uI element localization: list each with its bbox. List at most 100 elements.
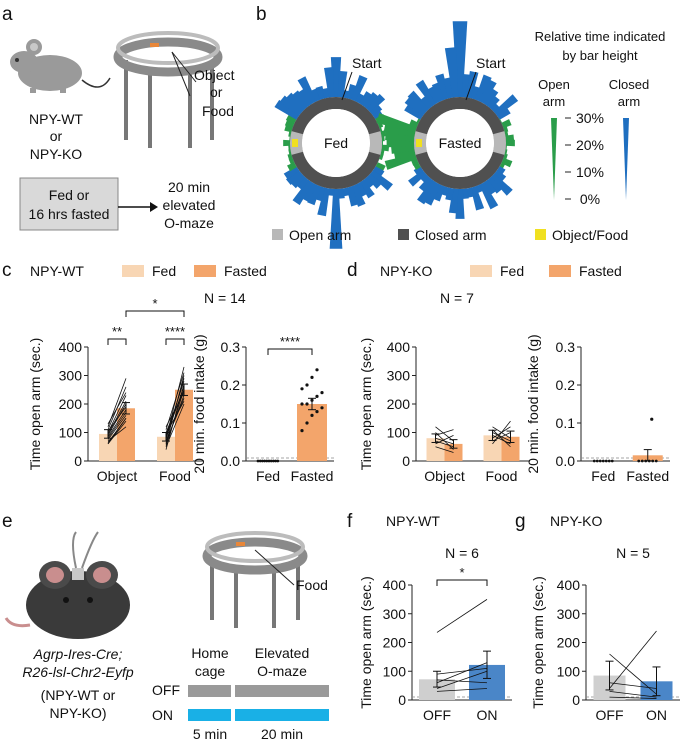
subject-line — [165, 389, 185, 446]
data-point — [265, 459, 269, 463]
on-bar-home-cage — [188, 709, 231, 721]
y-axis-label: Time open arm (sec.) — [358, 338, 374, 471]
significance-label: ** — [112, 324, 122, 339]
subject-line — [435, 426, 454, 442]
polar-bar — [297, 88, 313, 107]
data-point — [305, 383, 309, 387]
y-tick-label: 400 — [59, 339, 83, 355]
arrow-icon — [118, 202, 158, 212]
polar-bar — [479, 79, 497, 104]
polar-bar — [417, 179, 437, 205]
polar-bar — [505, 144, 507, 151]
subject-line — [436, 688, 488, 692]
subject-line — [609, 696, 657, 699]
polar-bar — [307, 184, 321, 206]
y-tick-label: 100 — [387, 425, 411, 441]
polar-bar — [366, 173, 382, 189]
polar-bar — [423, 182, 441, 206]
bar — [483, 435, 502, 461]
data-point — [320, 406, 324, 410]
subject-line — [436, 599, 488, 633]
food-label: Food — [202, 103, 234, 119]
x-tick-label: Fed — [591, 468, 615, 484]
panel-label-f: f — [347, 511, 353, 532]
chart-d-food-intake: 0.0 0.1 0.2 0.3 20 min. food intake (g) Fed Fa… — [525, 334, 670, 484]
polar-bar — [291, 90, 310, 110]
scale-title-line1: Relative time indicated — [535, 29, 666, 44]
polar-bar — [384, 153, 417, 170]
data-point — [320, 391, 324, 395]
c-legend-swatch-fasted — [194, 265, 216, 277]
polar-bar — [483, 179, 497, 195]
polar-bar — [346, 186, 359, 207]
scale-tick-label: 30% — [576, 110, 604, 126]
legend-swatch-closed — [398, 229, 409, 240]
polar-bar — [496, 107, 511, 120]
g-group-title: NPY-KO — [550, 513, 603, 529]
subject-line — [107, 400, 127, 435]
data-point — [607, 459, 611, 463]
n-label: N = 6 — [445, 545, 479, 561]
strain-line1: Agrp-Ires-Cre; — [33, 646, 123, 662]
y-tick-label: 300 — [387, 368, 411, 384]
bar — [99, 433, 117, 461]
scale-ticks: 30% 20% 10% 0% — [565, 110, 604, 207]
y-axis-label: 20 min. food intake (g) — [191, 334, 207, 473]
data-point — [305, 402, 309, 406]
object-marker — [292, 139, 298, 147]
phase2-duration: 20 min — [261, 726, 303, 742]
legend-object-food: Object/Food — [552, 227, 628, 243]
subject-line — [436, 662, 488, 684]
d-legend-fed: Fed — [500, 263, 524, 279]
polar-bar — [461, 73, 471, 98]
polar-bar — [381, 135, 385, 142]
subject-line — [609, 682, 657, 689]
y-tick-label: 0.1 — [556, 415, 576, 431]
subject-line — [165, 403, 185, 447]
polar-bar — [427, 86, 441, 104]
data-point — [604, 459, 608, 463]
legend-closed-arm: Closed arm — [415, 227, 487, 243]
chart-c-open-arm: 0 100 200 300 400 Time open arm (sec.) Object F… — [27, 290, 246, 484]
scale-closed-arm-line2: arm — [618, 94, 640, 109]
subject-line — [435, 446, 454, 453]
polar-bar — [470, 85, 481, 100]
polar-bar — [372, 109, 384, 120]
start-label-fed: Start — [352, 55, 382, 71]
scale-open-arm-line1: Open — [538, 77, 570, 92]
y-tick-label: 400 — [383, 577, 407, 593]
polar-bar — [284, 119, 295, 128]
polar-bar — [351, 184, 366, 207]
data-point — [592, 459, 596, 463]
phase1-line2: cage — [195, 663, 226, 679]
phase2-line2: O-maze — [257, 663, 307, 679]
significance-bracket — [165, 338, 185, 345]
scale-tick-label: 20% — [576, 137, 604, 153]
subject-line — [107, 412, 127, 439]
data-point — [315, 394, 319, 398]
polar-bar — [324, 67, 335, 98]
polar-bar — [377, 158, 380, 164]
legend-open-arm: Open arm — [289, 227, 351, 243]
d-legend-swatch-fed — [470, 265, 492, 277]
polar-bar — [390, 144, 415, 154]
data-point — [269, 459, 273, 463]
subject-line — [436, 679, 488, 684]
panel-label-e: e — [2, 511, 13, 532]
data-point — [310, 413, 314, 417]
start-pointer-fed — [341, 71, 353, 101]
y-tick-label: 0 — [398, 692, 406, 708]
subject-line — [492, 429, 511, 448]
polar-bar — [415, 79, 437, 107]
polar-bar — [287, 153, 293, 161]
polar-bar — [379, 126, 383, 133]
subject-line — [107, 392, 127, 425]
significance-label: * — [152, 296, 157, 311]
polar-bar — [285, 114, 297, 124]
legend-swatch-object — [535, 229, 546, 240]
x-tick-label: Object — [97, 468, 138, 484]
subject-line — [492, 426, 511, 439]
polar-bar — [461, 188, 469, 199]
polar-bar — [381, 140, 383, 146]
